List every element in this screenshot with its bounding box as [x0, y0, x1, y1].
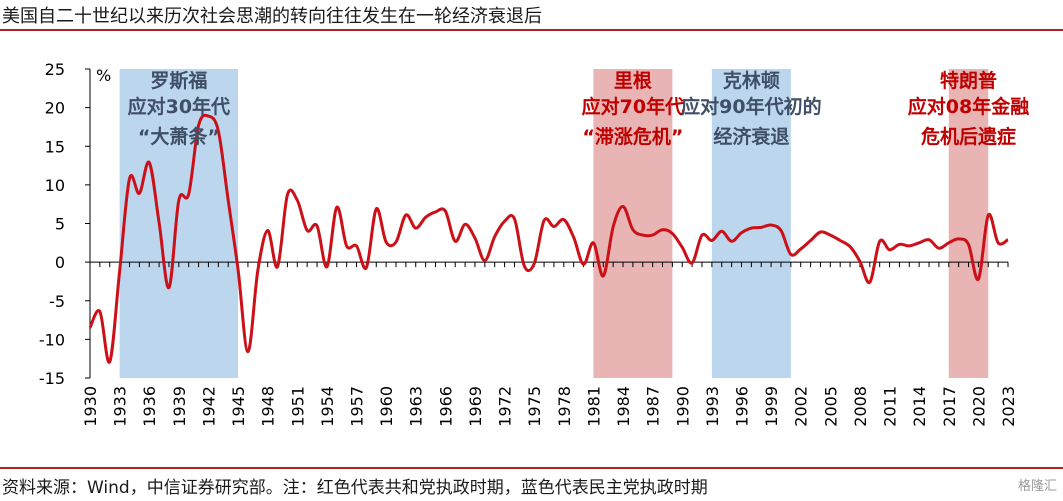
x-tick-label: 1954 — [318, 386, 337, 427]
band-annotation-2: 经济衰退 — [713, 125, 789, 148]
band-annotation-1: 里根 — [614, 69, 652, 92]
x-tick-label: 1951 — [288, 386, 307, 427]
y-tick-label: 15 — [45, 137, 65, 156]
band-annotation-0: “大萧条” — [138, 125, 220, 148]
band-annotation-0: 罗斯福 — [150, 69, 207, 92]
band-annotation-3: 特朗普 — [940, 69, 997, 92]
band-annotation-3: 应对08年金融 — [908, 95, 1029, 118]
y-tick-label: 25 — [45, 60, 65, 79]
watermark: 格隆汇 — [1017, 479, 1057, 494]
y-tick-label: 20 — [45, 99, 65, 118]
x-tick-label: 1930 — [81, 386, 100, 427]
x-tick-label: 2023 — [999, 386, 1018, 427]
x-tick-label: 2017 — [940, 386, 959, 427]
x-tick-label: 2011 — [881, 386, 900, 427]
band-0 — [119, 69, 239, 378]
band-annotation-3: 危机后遗症 — [921, 125, 1016, 148]
x-tick-label: 1969 — [466, 386, 485, 427]
y-tick-label: 0 — [55, 253, 65, 272]
x-tick-label: 1936 — [140, 386, 159, 427]
x-tick-label: 1987 — [644, 386, 663, 427]
band-annotation-2: 克林顿 — [723, 69, 780, 92]
chart-title: 美国自二十世纪以来历次社会思潮的转向往往发生在一轮经济衰退后 — [2, 6, 542, 27]
band-annotation-1: “滞涨危机” — [582, 125, 683, 148]
band-annotation-2: 应对90年代初的 — [681, 95, 821, 118]
title-rule — [0, 29, 1063, 31]
x-tick-label: 1945 — [229, 386, 248, 427]
x-tick-label: 1975 — [525, 386, 544, 427]
x-tick-label: 1939 — [170, 386, 189, 427]
x-tick-label: 2020 — [969, 386, 988, 427]
x-tick-label: 2014 — [910, 386, 929, 427]
x-tick-label: 1960 — [377, 386, 396, 427]
x-tick-label: 1933 — [111, 386, 130, 427]
y-tick-label: 10 — [45, 176, 65, 195]
y-tick-label: -15 — [39, 369, 65, 388]
x-tick-label: 2005 — [821, 386, 840, 427]
gdp-growth-line — [88, 113, 1009, 364]
y-tick-label: -5 — [49, 292, 65, 311]
x-tick-label: 1966 — [436, 386, 455, 427]
band-1 — [593, 69, 673, 378]
x-tick-label: 1993 — [703, 386, 722, 427]
x-tick-label: 1972 — [496, 386, 515, 427]
y-axis-unit: % — [96, 66, 111, 85]
band-2 — [711, 69, 791, 378]
y-tick-label: 5 — [55, 215, 65, 234]
x-tick-label: 1963 — [407, 386, 426, 427]
x-tick-label: 1984 — [614, 386, 633, 427]
x-tick-label: 1996 — [732, 386, 751, 427]
x-tick-label: 1978 — [555, 386, 574, 427]
x-tick-label: 2002 — [792, 386, 811, 427]
x-tick-label: 1990 — [673, 386, 692, 427]
x-tick-label: 1957 — [348, 386, 367, 427]
gdp-growth-chart: -15 -10 -5 0 5 10 15 20 25 % 1930 1933 1936 1939 1942 1… — [39, 60, 1029, 427]
x-tick-label: 2008 — [851, 386, 870, 427]
x-tick-label: 1999 — [762, 386, 781, 427]
x-tick-label: 1981 — [584, 386, 603, 427]
source-rule — [0, 467, 1063, 469]
band-annotation-0: 应对30年代 — [128, 95, 230, 118]
source-note: 资料来源：Wind，中信证券研究部。注：红色代表共和党执政时期，蓝色代表民主党执… — [2, 478, 708, 498]
x-tick-label: 1942 — [199, 386, 218, 427]
y-tick-label: -10 — [39, 330, 65, 349]
x-tick-label: 1948 — [259, 386, 278, 427]
band-annotation-1: 应对70年代 — [582, 95, 684, 118]
band-3 — [948, 69, 989, 378]
